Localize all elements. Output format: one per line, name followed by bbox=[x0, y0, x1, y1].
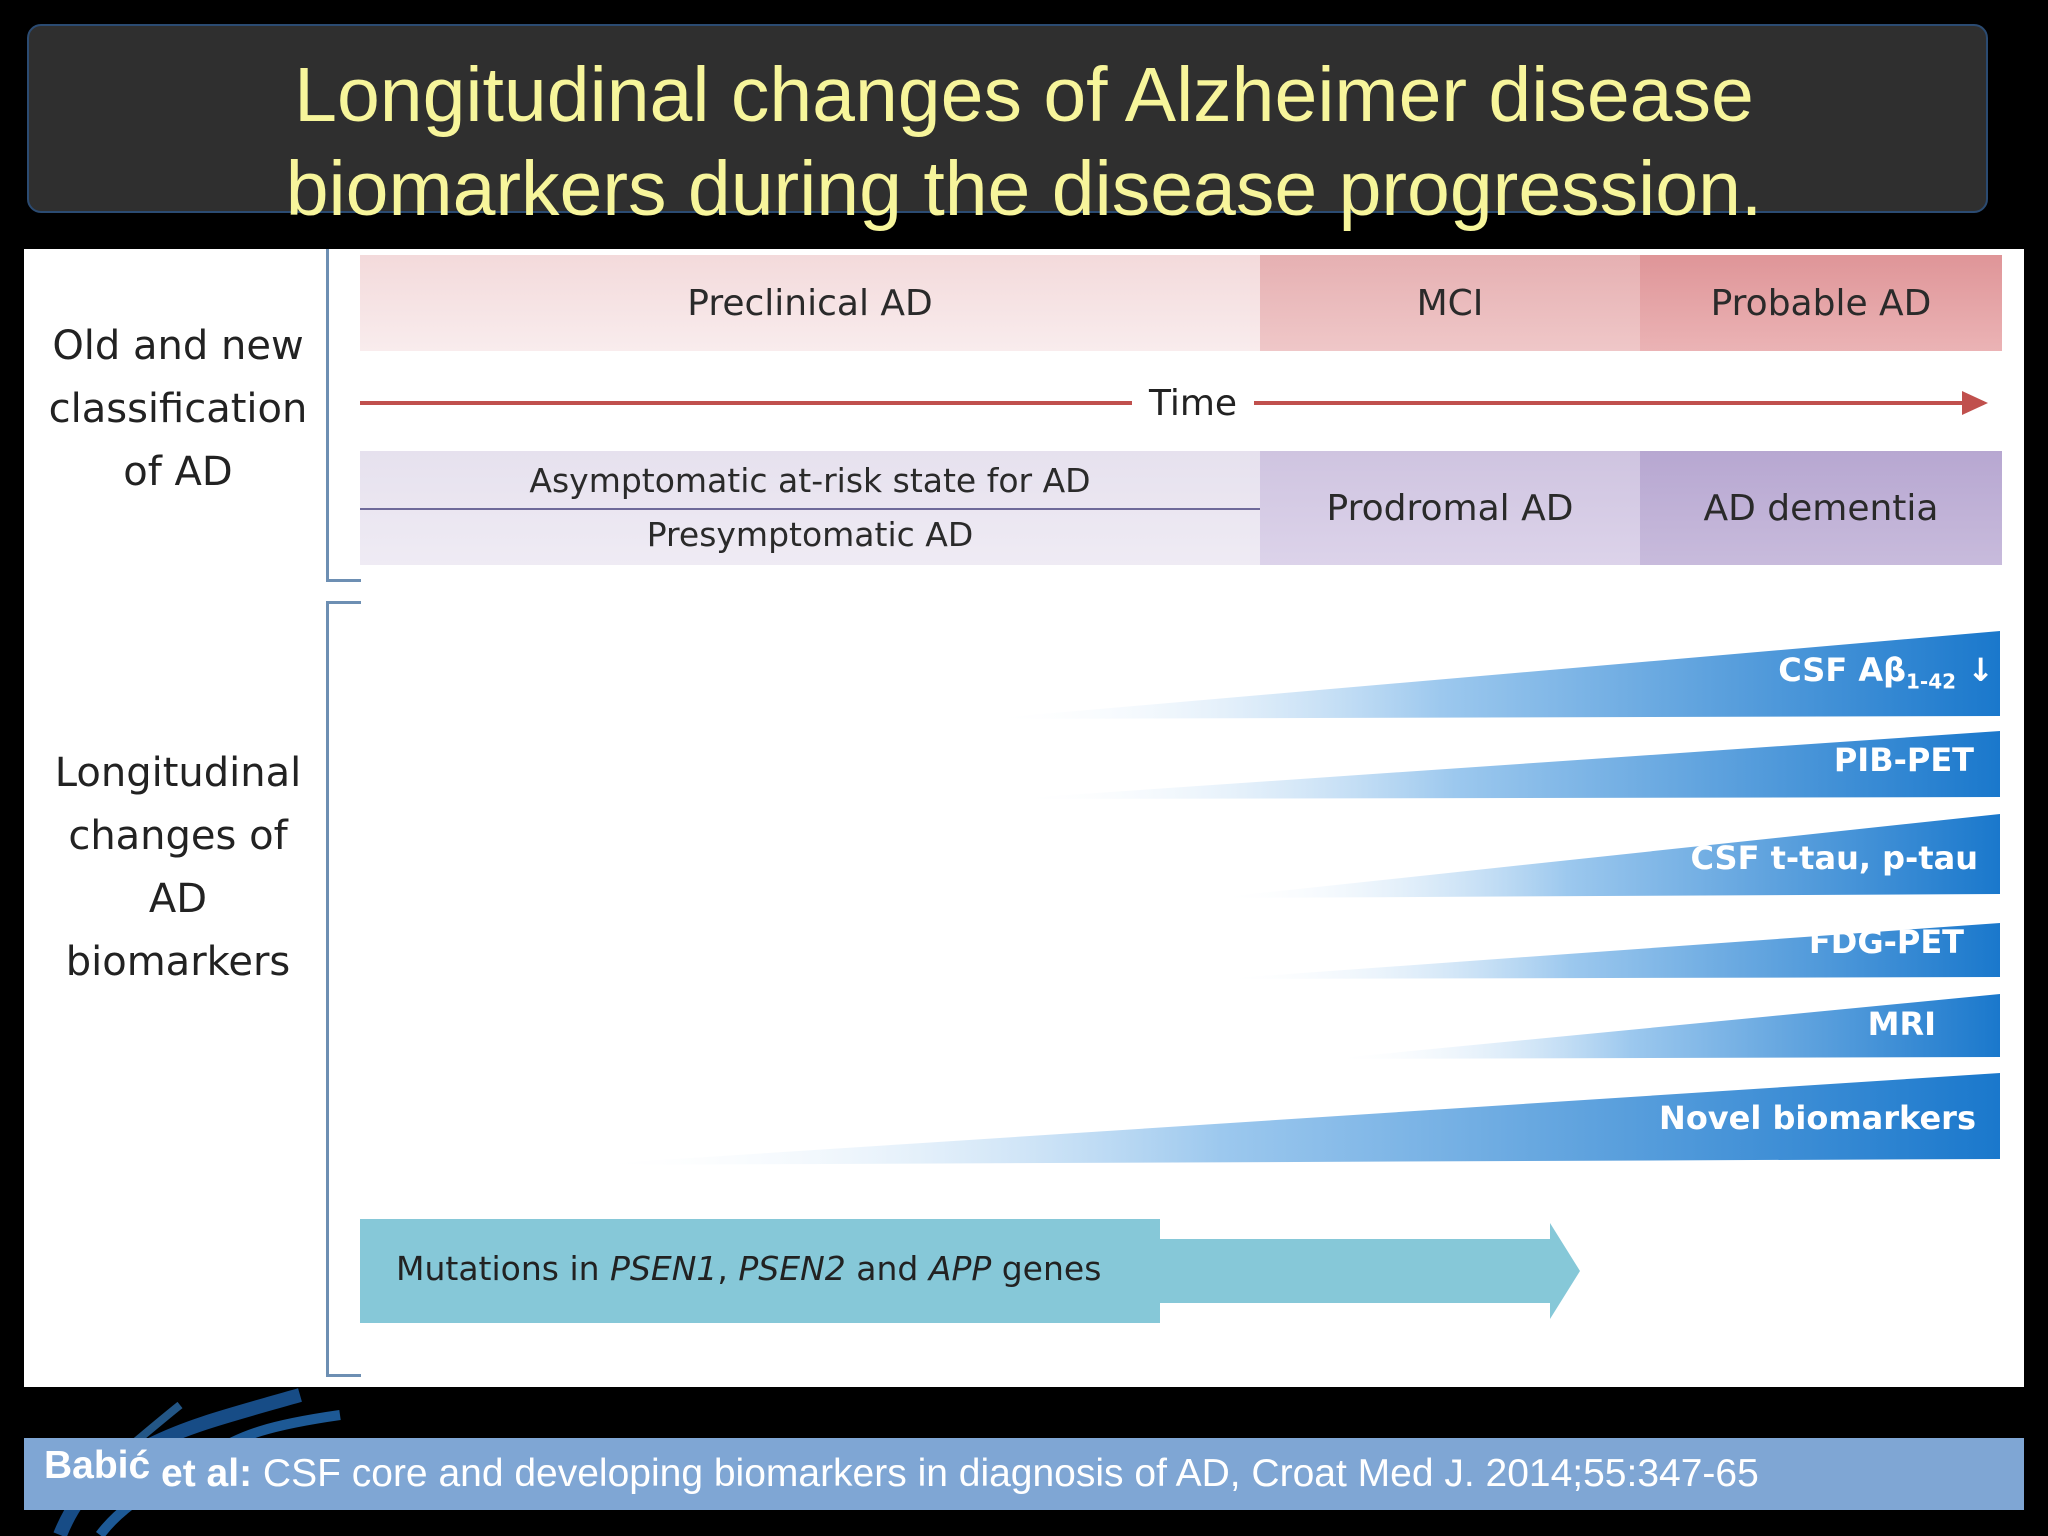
stage-asymptomatic: Asymptomatic at-risk state for AD Presym… bbox=[360, 451, 1260, 565]
diagram-panel: Old and new classification of AD Longitu… bbox=[24, 249, 2024, 1387]
asymptomatic-divider bbox=[360, 508, 1260, 510]
biomarker-label-novel: Novel biomarkers bbox=[1659, 1099, 1976, 1137]
slide-title: Longitudinal changes of Alzheimer diseas… bbox=[0, 48, 2048, 236]
citation-text: Babić et al: CSF core and developing bio… bbox=[44, 1438, 1759, 1510]
title-line-2: biomarkers during the disease progressio… bbox=[285, 146, 1763, 232]
wedge-novel bbox=[584, 1073, 2000, 1165]
time-arrow bbox=[360, 391, 1988, 415]
citation-etal: et al: bbox=[150, 1452, 253, 1495]
biomarker-label-csf-tau: CSF t-tau, p-tau bbox=[1690, 839, 1978, 877]
biomarkers-label: Longitudinal changes of AD biomarkers bbox=[54, 750, 302, 985]
time-arrowhead bbox=[1962, 391, 1988, 415]
wedge-fdg-pet bbox=[1219, 923, 2000, 979]
mutations-arrow bbox=[360, 1219, 1580, 1323]
wedge-csf-tau bbox=[1214, 814, 2000, 898]
biomarker-label-fdg-pet: FDG-PET bbox=[1808, 923, 1964, 961]
title-box bbox=[27, 24, 1988, 213]
citation-reference: CSF core and developing biomarkers in di… bbox=[252, 1452, 1759, 1495]
stage-preclinical-ad: Preclinical AD bbox=[360, 255, 1260, 351]
stage-ad-dementia: AD dementia bbox=[1640, 451, 2002, 565]
stage-mci: MCI bbox=[1260, 255, 1640, 351]
wedge-csf-abeta bbox=[984, 631, 2000, 719]
mutations-label: Mutations in PSEN1, PSEN2 and APP genes bbox=[396, 1249, 1102, 1288]
stage-prodromal-ad: Prodromal AD bbox=[1260, 451, 1640, 565]
biomarker-label-mri: MRI bbox=[1867, 1005, 1936, 1043]
biomarker-label-csf-abeta: CSF Aβ1-42 ↓ bbox=[1778, 651, 1994, 694]
classification-bracket bbox=[326, 249, 361, 582]
time-label: Time bbox=[1148, 383, 1238, 424]
citation-author: Babić bbox=[44, 1444, 151, 1487]
citation-bar: Babić et al: CSF core and developing bio… bbox=[24, 1438, 2024, 1510]
classification-label: Old and new classification of AD bbox=[48, 323, 308, 495]
wedge-pib-pet bbox=[1009, 731, 2000, 799]
down-arrow-icon: ↓ bbox=[1967, 651, 1994, 689]
biomarker-wedges bbox=[584, 631, 2000, 1165]
stage-probable-ad: Probable AD bbox=[1640, 255, 2002, 351]
biomarkers-bracket bbox=[326, 601, 361, 1377]
title-line-1: Longitudinal changes of Alzheimer diseas… bbox=[294, 52, 1754, 138]
wedge-mri bbox=[1329, 994, 2000, 1059]
biomarker-label-pib-pet: PIB-PET bbox=[1833, 741, 1974, 779]
